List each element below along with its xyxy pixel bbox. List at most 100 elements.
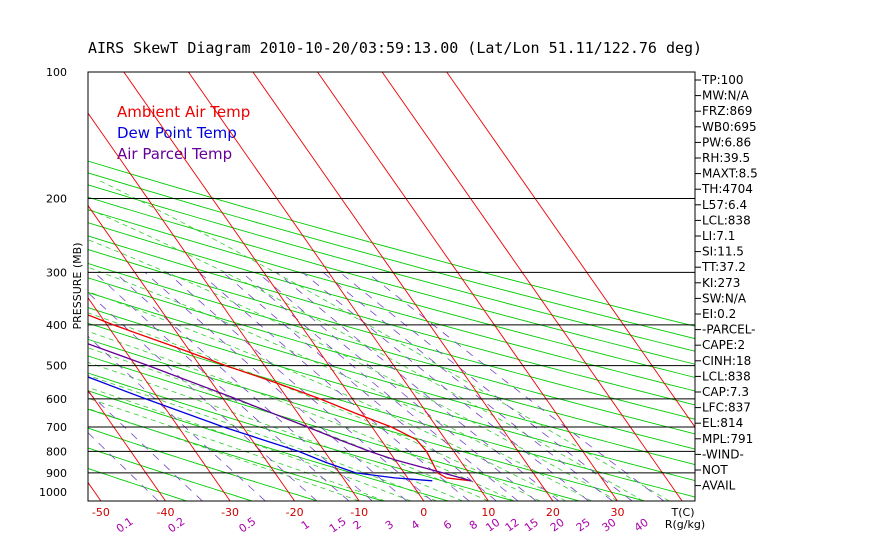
chart-title: AIRS SkewT Diagram 2010-10-20/03:59:13.0… [88, 39, 702, 57]
side-panel-item: TT:37.2 [701, 260, 746, 274]
mixing-ratio-label: 12 [503, 516, 522, 535]
mixing-ratio-line [366, 272, 665, 501]
side-panel-item: WB0:695 [702, 120, 757, 134]
dry-adiabat [88, 172, 695, 340]
mixing-ratio-label: 6 [441, 518, 454, 533]
dry-adiabat [88, 196, 695, 365]
bottom-temp-tick: -20 [286, 506, 304, 519]
dry-adiabat [88, 222, 695, 392]
side-panel-item: RH:39.5 [702, 151, 750, 165]
mixing-ratio-line [257, 272, 537, 501]
side-panel-item: LCL:838 [702, 369, 751, 383]
mixing-ratio-line [166, 272, 433, 501]
pressure-tick-500: 500 [46, 360, 67, 373]
pressure-tick-900: 900 [46, 467, 67, 480]
isotherm [317, 72, 618, 501]
isotherm [88, 297, 231, 501]
dry-adiabat [88, 262, 695, 435]
dry-adiabat [88, 209, 695, 378]
dry-adiabat [88, 390, 449, 501]
sounding-profiles [88, 314, 472, 482]
side-panel-item: L57:6.4 [702, 198, 747, 212]
mixing-ratio-label: 25 [574, 516, 593, 535]
mixing-ratio-label: 1.5 [327, 515, 349, 536]
mixing-ratio-line [241, 272, 519, 501]
moist-adiabat [88, 312, 541, 501]
dry-adiabat [88, 291, 695, 466]
mixing-ratio-line [302, 272, 589, 501]
bottom-temp-tick: 20 [546, 506, 560, 519]
side-panel-item: MAXT:8.5 [702, 167, 758, 181]
profile-ambient-air-temp [88, 314, 472, 482]
mixing-ratio-unit-label: R(g/kg) [665, 518, 705, 531]
bottom-temp-tick: 0 [420, 506, 427, 519]
isotherm [88, 112, 360, 501]
pressure-tick-700: 700 [46, 421, 67, 434]
mixing-ratio-line [339, 272, 633, 501]
mixing-ratio-line [276, 272, 560, 501]
x-axis-unit-label: T(C) [671, 506, 695, 519]
isotherm [381, 72, 683, 501]
bottom-temp-tick: 30 [611, 506, 625, 519]
dry-adiabat [88, 235, 695, 406]
side-panel-item: MPL:791 [702, 432, 753, 446]
dry-adiabat [88, 408, 384, 501]
side-panel-item: TP:100 [701, 73, 744, 87]
mixing-ratio-label: 4 [409, 518, 422, 533]
side-panel-item: TH:4704 [701, 182, 753, 196]
side-panel-item: -WIND- [702, 447, 744, 461]
isotherm [0, 72, 36, 501]
side-panel-item: AVAIL [702, 479, 736, 493]
side-panel-item: CINH:18 [702, 354, 751, 368]
y-axis-label: PRESSURE (MB) [71, 243, 84, 330]
legend-air-parcel-temp: Air Parcel Temp [117, 145, 232, 163]
isotherm [446, 72, 695, 428]
moist-adiabat [88, 407, 360, 501]
side-panel-item: FRZ:869 [702, 104, 752, 118]
dry-adiabat [88, 447, 253, 501]
mixing-ratio-label: 40 [632, 516, 651, 535]
bottom-temp-tick: -10 [350, 506, 368, 519]
mixing-ratio-label: 15 [522, 516, 541, 535]
bottom-temp-tick: -50 [92, 506, 110, 519]
moist-adiabat [88, 397, 386, 501]
moist-adiabat [88, 330, 515, 501]
mixing-ratio-label: 0.1 [114, 515, 136, 536]
mixing-ratio-line [88, 432, 159, 501]
mixing-ratio-line [94, 272, 350, 501]
mixing-ratio-label: 1 [299, 518, 312, 533]
pressure-tick-300: 300 [46, 266, 67, 279]
side-panel-item: -PARCEL- [702, 323, 756, 337]
moist-adiabat [88, 291, 567, 501]
dry-adiabat [88, 160, 695, 327]
mixing-ratio-label: 0.5 [237, 515, 259, 536]
moist-adiabat [88, 347, 489, 501]
mixing-ratio-label: 2 [351, 518, 364, 533]
axis-labels: 1002003004005006007008009001000-120-110-… [39, 66, 705, 536]
bottom-temp-tick: -40 [157, 506, 175, 519]
side-panel-item: MW:N/A [702, 89, 750, 103]
moist-adiabat [88, 362, 463, 501]
legend-ambient-air-temp: Ambient Air Temp [117, 103, 250, 121]
moist-adiabat [96, 178, 670, 501]
pressure-tick-100: 100 [46, 66, 67, 79]
mixing-ratio-line [222, 272, 497, 501]
side-panel-item: CAPE:2 [702, 338, 745, 352]
side-panel-item: LCL:838 [702, 213, 751, 227]
dry-adiabat [88, 355, 580, 501]
dry-adiabat [88, 467, 187, 501]
side-panel-item: KI:273 [702, 276, 740, 290]
side-panel-item: SI:11.5 [702, 245, 744, 259]
mixing-ratio-line [199, 272, 470, 501]
mixing-ratio-line [114, 272, 373, 501]
isotherm [88, 204, 295, 501]
side-panel-item: LFC:837 [702, 401, 751, 415]
profile-dew-point-temp [88, 376, 433, 482]
pressure-tick-800: 800 [46, 445, 67, 458]
side-panel-item: CAP:7.3 [702, 385, 749, 399]
side-panel-item: PW:6.86 [702, 135, 751, 149]
mixing-ratio-line [88, 292, 318, 501]
side-panel-item: EL:814 [702, 416, 743, 430]
dry-adiabat [88, 249, 695, 420]
